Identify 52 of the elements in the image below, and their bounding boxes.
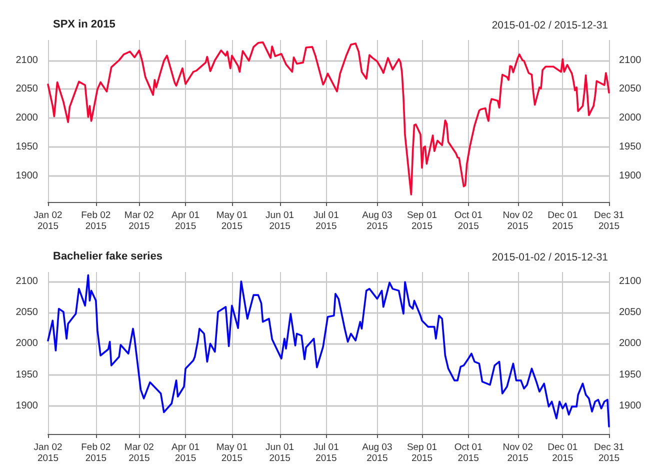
y2-tick-label: 2000 [619,112,642,124]
y2-tick-label: 2000 [619,338,642,350]
x-tick-label: Nov 02 2015 [502,210,533,232]
line-series [47,274,610,428]
chart-title: SPX in 2015 [53,18,116,30]
y-tick-label: 1900 [16,170,38,182]
chart-subtitle: 2015-01-02 / 2015-12-31 [492,252,608,264]
x-tick-label: Aug 03 2015 [362,210,392,232]
y-tick-label: 1900 [16,400,38,412]
x-tick-label: Dec 01 2015 [548,442,578,464]
y2-tick-label: 2050 [619,84,642,95]
chart-subtitle: 2015-01-02 / 2015-12-31 [492,20,608,32]
y2-tick-label: 1950 [619,142,642,153]
x-tick-label: Nov 02 2015 [502,442,533,464]
chart-title: Bachelier fake series [53,250,162,262]
x-tick-label: Oct 01 2015 [454,442,482,464]
x-tick-label: Aug 03 2015 [362,442,392,464]
x-tick-label: Dec 01 2015 [548,210,578,232]
y-tick-label: 2050 [16,84,38,95]
y2-tick-label: 1900 [619,170,642,182]
x-tick-label: Dec 31 2015 [594,210,624,232]
x-tick-label: Apr 01 2015 [172,442,200,464]
x-tick-label: Jul 01 2015 [314,442,339,464]
x-tick-label: Sep 01 2015 [406,210,438,232]
line-series [47,41,610,196]
y-tick-label: 2000 [16,338,38,350]
y-tick-label: 1950 [16,369,38,380]
x-tick-label: Jun 01 2015 [266,210,294,232]
x-tick-label: Dec 31 2015 [594,442,624,464]
y-tick-label: 1950 [16,142,38,153]
x-tick-label: Mar 02 2015 [124,210,154,232]
y-tick-label: 2100 [16,276,38,287]
y2-tick-label: 2100 [619,54,642,66]
x-tick-label: Oct 01 2015 [454,210,482,232]
y2-tick-label: 1900 [619,400,642,412]
y-tick-label: 2000 [16,112,38,124]
x-tick-label: Jan 02 2015 [34,210,62,232]
x-tick-label: Jul 01 2015 [314,210,339,232]
y-tick-label: 2050 [16,307,38,318]
y-tick-label: 2100 [16,54,38,66]
x-tick-label: Feb 02 2015 [81,210,111,232]
x-tick-label: Sep 01 2015 [406,442,438,464]
y2-tick-label: 2050 [619,307,642,318]
x-tick-label: May 01 2015 [216,210,248,232]
y2-tick-label: 2100 [619,276,642,287]
x-tick-label: Jan 02 2015 [34,442,62,464]
x-tick-label: Jun 01 2015 [266,442,294,464]
x-tick-label: Apr 01 2015 [172,210,200,232]
y2-tick-label: 1950 [619,369,642,380]
x-tick-label: May 01 2015 [216,442,248,464]
x-tick-label: Mar 02 2015 [124,442,154,464]
x-tick-label: Feb 02 2015 [81,442,111,464]
